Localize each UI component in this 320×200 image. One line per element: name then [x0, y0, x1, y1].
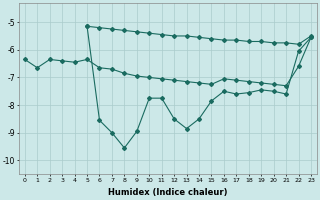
X-axis label: Humidex (Indice chaleur): Humidex (Indice chaleur) — [108, 188, 228, 197]
